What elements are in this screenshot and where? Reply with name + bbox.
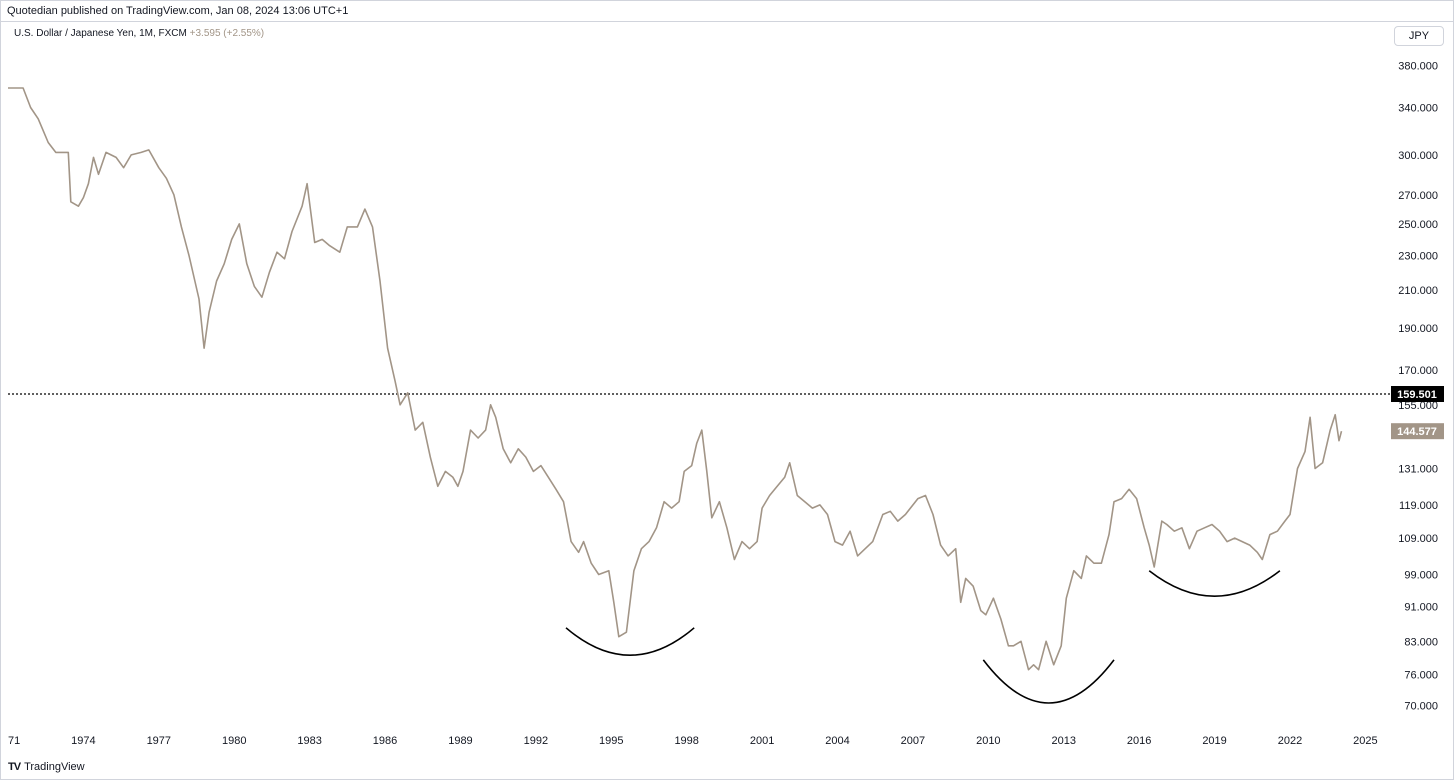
footer: TV TradingView [8, 761, 85, 773]
x-tick-label: 1989 [448, 735, 472, 747]
x-tick-label: 1983 [297, 735, 321, 747]
y-tick-label: 70.000 [1404, 701, 1438, 713]
y-tick-label: 76.000 [1404, 670, 1438, 682]
x-tick-label: 2016 [1127, 735, 1151, 747]
tradingview-logo-icon: TV [8, 761, 21, 773]
y-tick-label: 131.000 [1398, 464, 1438, 476]
y-tick-label: 109.000 [1398, 533, 1438, 545]
annotation-arc [565, 627, 695, 656]
x-tick-label: 1995 [599, 735, 623, 747]
y-tick-label: 155.000 [1398, 400, 1438, 412]
currency-button[interactable]: JPY [1394, 26, 1444, 46]
x-tick-label: 2025 [1353, 735, 1377, 747]
x-tick-label: 2019 [1202, 735, 1226, 747]
y-tick-label: 270.000 [1398, 190, 1438, 202]
y-tick-label: 210.000 [1398, 285, 1438, 297]
x-tick-label: 1992 [524, 735, 548, 747]
price-line [8, 87, 1343, 671]
published-by-header: Quotedian published on TradingView.com, … [7, 5, 349, 17]
x-tick-label: 1980 [222, 735, 246, 747]
y-tick-label: 230.000 [1398, 250, 1438, 262]
annotation-arcs [565, 570, 1281, 704]
y-tick-label: 300.000 [1398, 150, 1438, 162]
x-tick-label: 71 [8, 735, 20, 747]
footer-brand: TradingView [24, 761, 85, 773]
y-tick-label: 250.000 [1398, 219, 1438, 231]
reference-price-label: 159.501 [1397, 389, 1437, 401]
price-chart[interactable]: 380.000 340.000 300.000 270.000 250.000 230.0… [0, 0, 1456, 760]
y-tick-label: 99.000 [1404, 570, 1438, 582]
annotation-arc [982, 659, 1115, 704]
y-tick-label: 380.000 [1398, 60, 1438, 72]
x-tick-label: 2022 [1278, 735, 1302, 747]
price-axis[interactable]: 380.000 340.000 300.000 270.000 250.000 230.0… [1398, 60, 1438, 712]
y-tick-label: 119.000 [1399, 500, 1438, 512]
y-tick-label: 83.000 [1404, 636, 1438, 648]
y-tick-label: 91.000 [1404, 601, 1438, 613]
last-price-label: 144.577 [1397, 426, 1437, 438]
last-price-label-bg [1391, 423, 1444, 440]
x-tick-label: 2007 [901, 735, 925, 747]
x-tick-label: 1998 [674, 735, 698, 747]
x-tick-label: 2010 [976, 735, 1000, 747]
x-tick-label: 2001 [750, 735, 774, 747]
y-tick-label: 340.000 [1398, 103, 1438, 115]
x-tick-label: 1977 [147, 735, 171, 747]
symbol-name: U.S. Dollar / Japanese Yen, 1M, FXCM [14, 28, 187, 39]
x-tick-label: 2004 [825, 735, 849, 747]
reference-price-label-bg [1391, 386, 1444, 403]
symbol-change: +3.595 (+2.55%) [189, 28, 265, 39]
annotation-arc [1148, 570, 1281, 597]
y-tick-label: 170.000 [1398, 365, 1438, 377]
x-tick-label: 1974 [71, 735, 95, 747]
price-labels: 159.501 144.577 [1391, 386, 1444, 440]
symbol-legend[interactable]: U.S. Dollar / Japanese Yen, 1M, FXCM +3.… [14, 28, 264, 39]
x-tick-label: 2013 [1051, 735, 1075, 747]
price-series [8, 87, 1343, 671]
y-tick-label: 190.000 [1398, 323, 1438, 335]
x-tick-label: 1986 [373, 735, 397, 747]
header-divider [0, 21, 1454, 22]
time-axis[interactable]: 71 1974 1977 1980 1983 1986 1989 1992 1995 1998 20… [8, 735, 1378, 747]
